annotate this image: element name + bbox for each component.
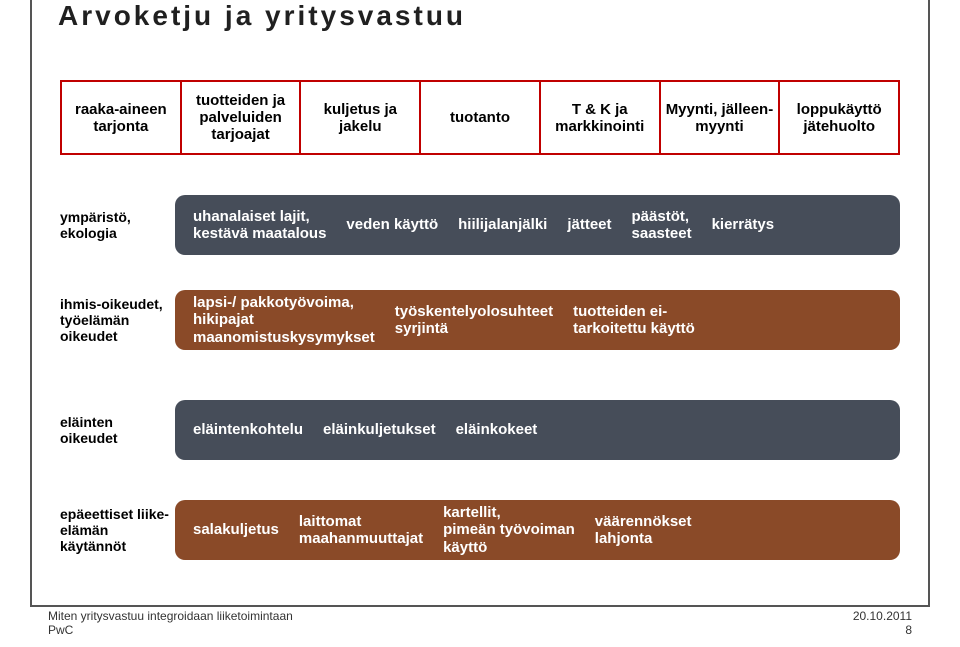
- band-row: ihmis-oikeudet, työelämän oikeudet lapsi-…: [60, 290, 900, 350]
- chain-cell: kuljetus ja jakelu: [301, 80, 421, 155]
- band-label: ympäristö, ekologia: [60, 195, 175, 255]
- slide-footer: Miten yritysvastuu integroidaan liiketoi…: [48, 609, 912, 637]
- band-item: laittomatmaahanmuuttajat: [299, 513, 423, 548]
- band-item: tuotteiden ei-tarkoitettu käyttö: [573, 303, 695, 338]
- band-row: eläinten oikeudet eläintenkohtelu eläinkul…: [60, 400, 900, 460]
- band-item: uhanalaiset lajit,kestävä maatalous: [193, 208, 326, 243]
- band-item: eläintenkohtelu: [193, 421, 303, 438]
- band-item: kartellit,pimeän työvoimankäyttö: [443, 504, 575, 556]
- band-body: uhanalaiset lajit,kestävä maatalous veden…: [175, 195, 900, 255]
- footer-company: PwC: [48, 623, 293, 637]
- band-item: eläinkuljetukset: [323, 421, 436, 438]
- band-item: veden käyttö: [346, 216, 438, 233]
- footer-date: 20.10.2011: [853, 609, 912, 623]
- band-label: epäeettiset liike-elämän käytännöt: [60, 500, 175, 560]
- footer-right: 20.10.2011 8: [853, 609, 912, 637]
- band-label: ihmis-oikeudet, työelämän oikeudet: [60, 290, 175, 350]
- band-item: päästöt,saasteet: [632, 208, 692, 243]
- chain-cell: tuotanto: [421, 80, 541, 155]
- band-item: kierrätys: [712, 216, 775, 233]
- band-body: eläintenkohtelu eläinkuljetukset eläinkoke…: [175, 400, 900, 460]
- band-item: väärennöksetlahjonta: [595, 513, 692, 548]
- band-row: ympäristö, ekologiauhanalaiset lajit,kes…: [60, 195, 900, 255]
- chain-cell: tuotteiden ja palveluiden tarjoajat: [182, 80, 302, 155]
- band-item: jätteet: [567, 216, 611, 233]
- chain-cell: loppukäyttö jätehuolto: [780, 80, 900, 155]
- band-item: hiilijalanjälki: [458, 216, 547, 233]
- value-chain-row: raaka-aineen tarjontatuotteiden ja palve…: [60, 80, 900, 155]
- band-item: eläinkokeet: [456, 421, 538, 438]
- chain-cell: raaka-aineen tarjonta: [60, 80, 182, 155]
- band-item: työskentelyolosuhteetsyrjintä: [395, 303, 553, 338]
- band-item: lapsi-/ pakkotyövoima,hikipajatmaanomist…: [193, 294, 375, 346]
- chain-cell: T & K ja markkinointi: [541, 80, 661, 155]
- band-row: epäeettiset liike-elämän käytännötsalaku…: [60, 500, 900, 560]
- band-item: salakuljetus: [193, 521, 279, 538]
- band-body: lapsi-/ pakkotyövoima,hikipajatmaanomist…: [175, 290, 900, 350]
- footer-source: Miten yritysvastuu integroidaan liiketoi…: [48, 609, 293, 623]
- footer-page: 8: [853, 623, 912, 637]
- chain-cell: Myynti, jälleen-myynti: [661, 80, 781, 155]
- footer-left: Miten yritysvastuu integroidaan liiketoi…: [48, 609, 293, 637]
- page-title: Arvoketju ja yritysvastuu: [48, 0, 476, 32]
- band-label: eläinten oikeudet: [60, 400, 175, 460]
- band-body: salakuljetus laittomatmaahanmuuttajat kart…: [175, 500, 900, 560]
